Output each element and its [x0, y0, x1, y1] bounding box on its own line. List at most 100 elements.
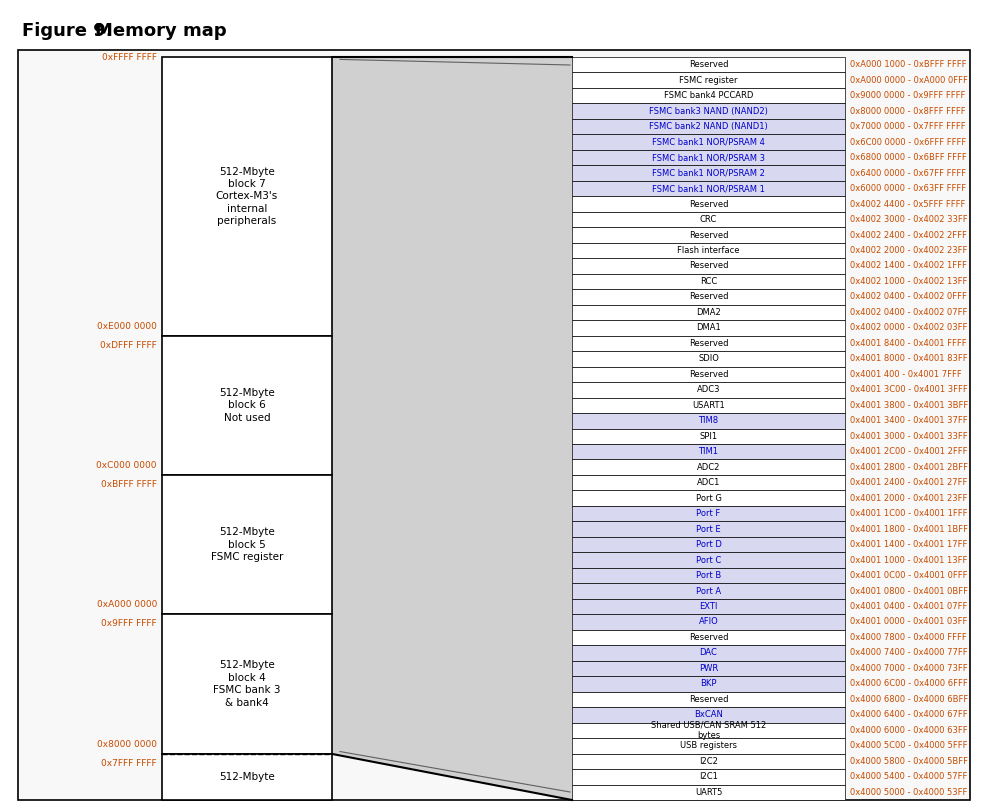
Bar: [572, 320, 845, 336]
Bar: [572, 738, 845, 753]
Bar: [572, 289, 845, 305]
Polygon shape: [332, 57, 572, 800]
Bar: [572, 599, 845, 614]
Bar: [572, 197, 845, 212]
Text: FSMC bank4 PCCARD: FSMC bank4 PCCARD: [664, 91, 753, 100]
Text: 0x4001 8000 - 0x4001 83FF: 0x4001 8000 - 0x4001 83FF: [850, 354, 967, 363]
Text: Memory map: Memory map: [95, 22, 226, 40]
Bar: [572, 397, 845, 413]
Text: 0x4000 5800 - 0x4000 5BFF: 0x4000 5800 - 0x4000 5BFF: [850, 756, 968, 766]
Text: 0x4001 3400 - 0x4001 37FF: 0x4001 3400 - 0x4001 37FF: [850, 417, 967, 426]
Bar: [572, 336, 845, 351]
Text: 0x4001 2400 - 0x4001 27FF: 0x4001 2400 - 0x4001 27FF: [850, 478, 967, 487]
Text: Reserved: Reserved: [689, 292, 728, 302]
Bar: [572, 413, 845, 429]
Bar: [572, 753, 845, 769]
Bar: [572, 150, 845, 165]
Text: 0x4002 1400 - 0x4002 1FFF: 0x4002 1400 - 0x4002 1FFF: [850, 261, 967, 270]
Bar: [572, 382, 845, 397]
Bar: [572, 429, 845, 444]
Text: SDIO: SDIO: [698, 354, 719, 363]
Text: 0x4001 0C00 - 0x4001 0FFF: 0x4001 0C00 - 0x4001 0FFF: [850, 571, 967, 580]
Text: 0x4000 5C00 - 0x4000 5FFF: 0x4000 5C00 - 0x4000 5FFF: [850, 741, 967, 750]
Text: 0x9000 0000 - 0x9FFF FFFF: 0x9000 0000 - 0x9FFF FFFF: [850, 91, 965, 100]
Bar: [572, 460, 845, 475]
Text: 0x4002 2000 - 0x4002 23FF: 0x4002 2000 - 0x4002 23FF: [850, 246, 967, 255]
Text: 512-Mbyte
block 5
FSMC register: 512-Mbyte block 5 FSMC register: [211, 527, 283, 562]
Text: 0x4002 0000 - 0x4002 03FF: 0x4002 0000 - 0x4002 03FF: [850, 324, 967, 332]
Text: 0xFFFF FFFF: 0xFFFF FFFF: [102, 53, 157, 61]
Bar: [572, 583, 845, 599]
Text: 0x4000 7400 - 0x4000 77FF: 0x4000 7400 - 0x4000 77FF: [850, 649, 967, 658]
Text: ADC2: ADC2: [697, 463, 720, 472]
Bar: [162, 57, 332, 336]
Text: 0x6C00 0000 - 0x6FFF FFFF: 0x6C00 0000 - 0x6FFF FFFF: [850, 138, 966, 146]
Text: 0x4001 2C00 - 0x4001 2FFF: 0x4001 2C00 - 0x4001 2FFF: [850, 447, 967, 456]
Text: 0x4000 6000 - 0x4000 63FF: 0x4000 6000 - 0x4000 63FF: [850, 726, 967, 735]
Text: UART5: UART5: [695, 788, 722, 797]
Bar: [162, 614, 332, 754]
Bar: [572, 243, 845, 258]
Text: 0x4002 4400 - 0x5FFF FFFF: 0x4002 4400 - 0x5FFF FFFF: [850, 200, 965, 209]
Bar: [572, 57, 845, 73]
Text: 0xA000 1000 - 0xBFFF FFFF: 0xA000 1000 - 0xBFFF FFFF: [850, 60, 966, 70]
Text: 0x7000 0000 - 0x7FFF FFFF: 0x7000 0000 - 0x7FFF FFFF: [850, 122, 965, 131]
Text: 0x7FFF FFFF: 0x7FFF FFFF: [101, 759, 157, 768]
Text: 0x4002 0400 - 0x4002 0FFF: 0x4002 0400 - 0x4002 0FFF: [850, 292, 967, 302]
Text: 0x4001 1400 - 0x4001 17FF: 0x4001 1400 - 0x4001 17FF: [850, 540, 967, 549]
Bar: [572, 366, 845, 382]
Text: 0x4002 0400 - 0x4002 07FF: 0x4002 0400 - 0x4002 07FF: [850, 308, 967, 317]
Text: 0x6800 0000 - 0x6BFF FFFF: 0x6800 0000 - 0x6BFF FFFF: [850, 153, 966, 162]
Bar: [572, 614, 845, 629]
Text: 0x4002 1000 - 0x4002 13FF: 0x4002 1000 - 0x4002 13FF: [850, 277, 967, 286]
Text: 0x4001 3000 - 0x4001 33FF: 0x4001 3000 - 0x4001 33FF: [850, 432, 967, 441]
Text: 0xA000 0000: 0xA000 0000: [96, 600, 157, 609]
Text: 0x4000 6C00 - 0x4000 6FFF: 0x4000 6C00 - 0x4000 6FFF: [850, 680, 967, 688]
Bar: [572, 444, 845, 460]
Text: 0x6400 0000 - 0x67FF FFFF: 0x6400 0000 - 0x67FF FFFF: [850, 168, 966, 178]
Bar: [572, 351, 845, 366]
Bar: [572, 212, 845, 227]
Bar: [572, 661, 845, 676]
Bar: [572, 165, 845, 181]
Bar: [572, 258, 845, 273]
Text: 0x4001 2000 - 0x4001 23FF: 0x4001 2000 - 0x4001 23FF: [850, 493, 967, 502]
Bar: [162, 754, 332, 800]
Text: 0x8000 0000: 0x8000 0000: [97, 740, 157, 749]
Text: Port D: Port D: [696, 540, 721, 549]
Text: USB registers: USB registers: [680, 741, 737, 750]
Bar: [162, 476, 332, 614]
Text: AFIO: AFIO: [699, 617, 718, 626]
Text: 0x4001 2800 - 0x4001 2BFF: 0x4001 2800 - 0x4001 2BFF: [850, 463, 968, 472]
Text: 0x4000 7000 - 0x4000 73FF: 0x4000 7000 - 0x4000 73FF: [850, 664, 967, 673]
Text: Port G: Port G: [696, 493, 721, 502]
Text: I2C2: I2C2: [699, 756, 718, 766]
Text: FSMC register: FSMC register: [679, 76, 738, 85]
Text: 0xE000 0000: 0xE000 0000: [97, 322, 157, 331]
Text: FSMC bank1 NOR/PSRAM 3: FSMC bank1 NOR/PSRAM 3: [652, 153, 765, 162]
Text: DMA1: DMA1: [696, 324, 721, 332]
Text: FSMC bank1 NOR/PSRAM 2: FSMC bank1 NOR/PSRAM 2: [652, 168, 765, 178]
Bar: [572, 475, 845, 490]
Text: 0x4000 7800 - 0x4000 FFFF: 0x4000 7800 - 0x4000 FFFF: [850, 633, 966, 642]
Text: 0x4001 400 - 0x4001 7FFF: 0x4001 400 - 0x4001 7FFF: [850, 370, 961, 379]
Text: 0x4001 0000 - 0x4001 03FF: 0x4001 0000 - 0x4001 03FF: [850, 617, 967, 626]
Text: 0x4000 5400 - 0x4000 57FF: 0x4000 5400 - 0x4000 57FF: [850, 773, 967, 781]
Bar: [572, 134, 845, 150]
Text: ADC3: ADC3: [697, 385, 720, 394]
Bar: [572, 676, 845, 692]
Bar: [572, 73, 845, 88]
Text: DMA2: DMA2: [696, 308, 721, 317]
Text: 0x4001 0400 - 0x4001 07FF: 0x4001 0400 - 0x4001 07FF: [850, 602, 967, 611]
Text: ADC1: ADC1: [697, 478, 720, 487]
Text: Shared USB/CAN SRAM 512
bytes: Shared USB/CAN SRAM 512 bytes: [650, 721, 767, 740]
Text: 0x4000 6400 - 0x4000 67FF: 0x4000 6400 - 0x4000 67FF: [850, 710, 967, 719]
Text: 512-Mbyte
block 7
Cortex-M3's
internal
peripherals: 512-Mbyte block 7 Cortex-M3's internal p…: [215, 167, 278, 226]
Text: Reserved: Reserved: [689, 633, 728, 642]
Text: 0x4001 3C00 - 0x4001 3FFF: 0x4001 3C00 - 0x4001 3FFF: [850, 385, 967, 394]
Text: 0x8000 0000 - 0x8FFF FFFF: 0x8000 0000 - 0x8FFF FFFF: [850, 107, 965, 116]
Bar: [572, 568, 845, 583]
Bar: [572, 88, 845, 104]
Bar: [572, 490, 845, 506]
Bar: [572, 692, 845, 707]
